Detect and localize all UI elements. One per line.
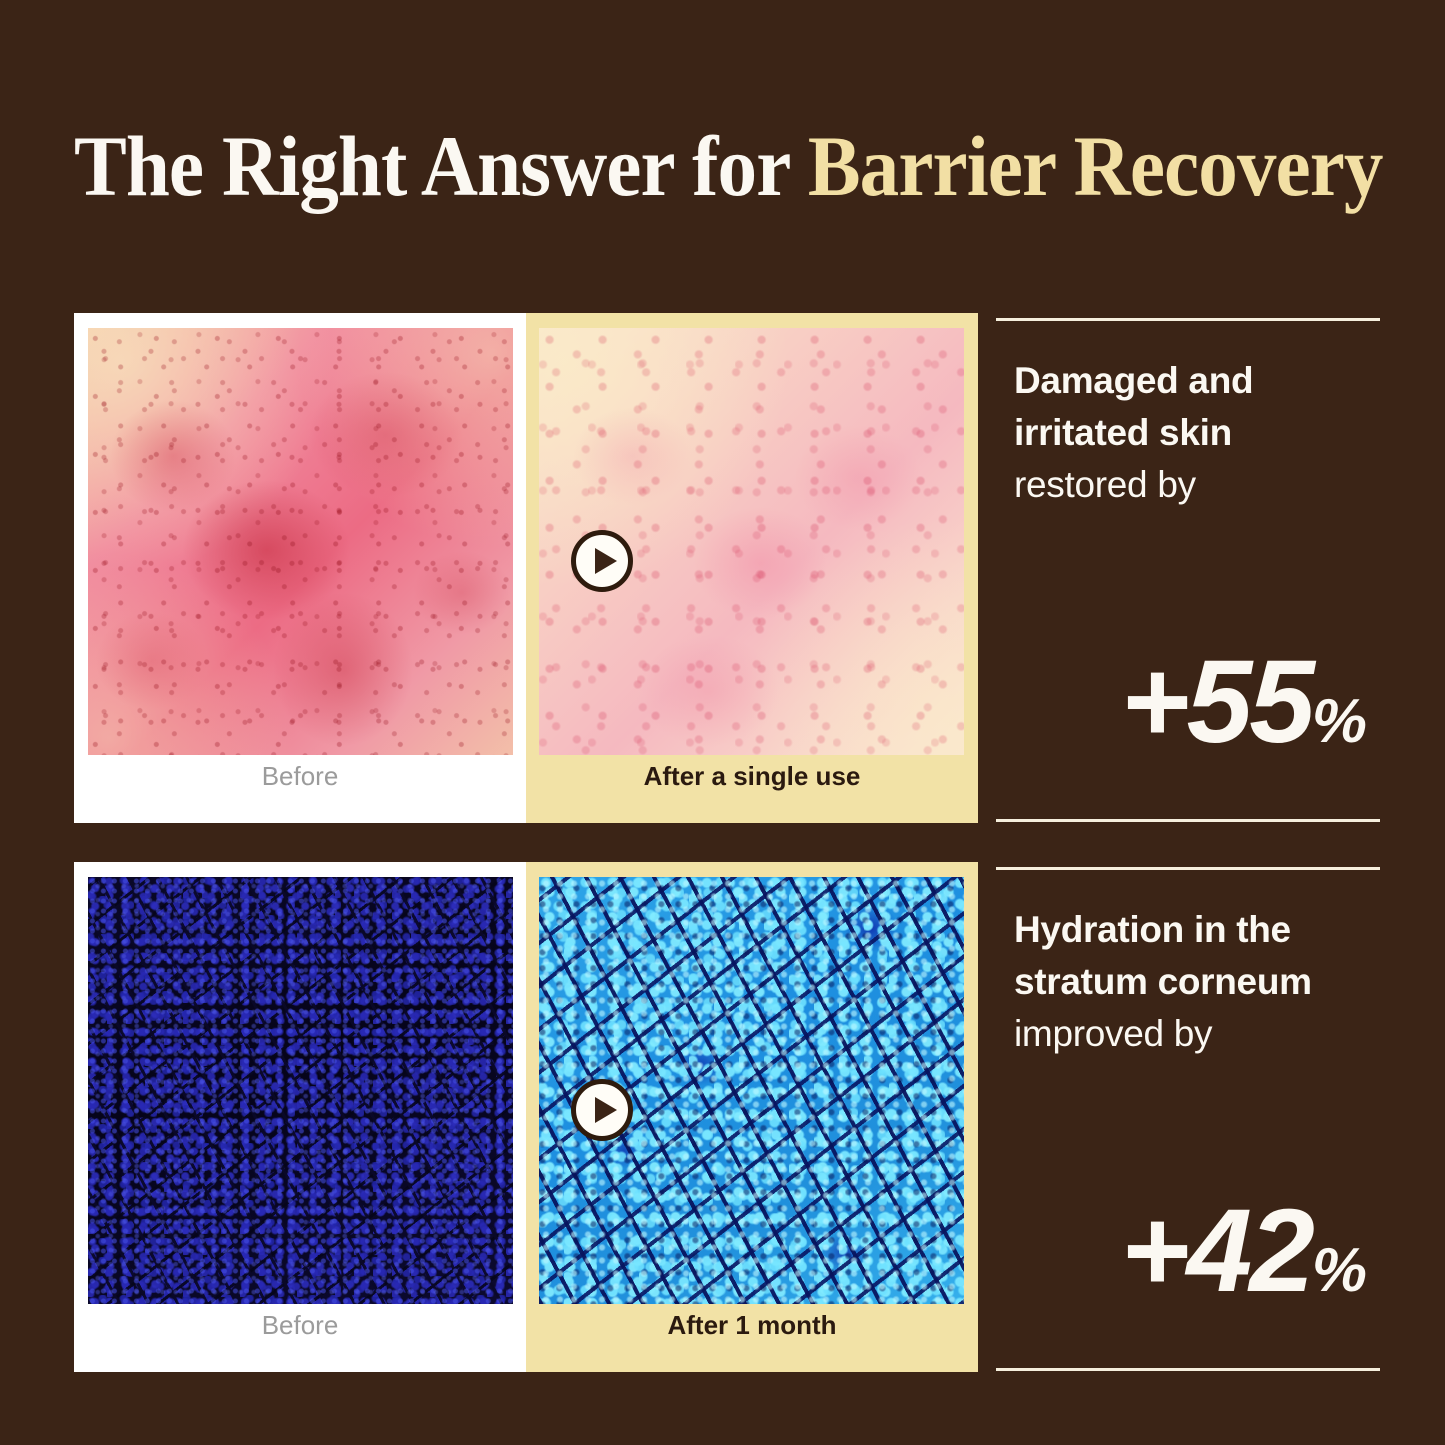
play-icon[interactable] bbox=[571, 530, 633, 592]
hydration-texture-dry bbox=[88, 877, 513, 1304]
before-caption: Before bbox=[261, 761, 339, 791]
stat-heading-bold: Damaged and irritated skin bbox=[1014, 360, 1254, 453]
divider-bottom bbox=[996, 1368, 1380, 1371]
play-triangle bbox=[595, 548, 617, 574]
skin-texture-damaged bbox=[88, 328, 513, 755]
before-caption: Before bbox=[261, 1310, 339, 1340]
before-panel: Before bbox=[74, 313, 526, 823]
before-after-card: Before After 1 month bbox=[74, 862, 978, 1372]
stat-value: +42 bbox=[1120, 1185, 1315, 1317]
after-caption: After 1 month bbox=[667, 1310, 837, 1340]
before-after-card: Before After a single use bbox=[74, 313, 978, 823]
divider-bottom bbox=[996, 819, 1380, 822]
page-title: The Right Answer for Barrier Recovery bbox=[74, 118, 1383, 214]
stat-heading-regular: improved by bbox=[1014, 1013, 1213, 1054]
page-title-primary: The Right Answer for bbox=[74, 118, 808, 214]
play-triangle bbox=[595, 1097, 617, 1123]
stat-heading: Damaged and irritated skin restored by bbox=[1014, 355, 1380, 511]
play-icon[interactable] bbox=[571, 1079, 633, 1141]
before-image-dry-stratum-corneum bbox=[88, 877, 513, 1304]
divider-top bbox=[996, 318, 1380, 321]
stat-unit: % bbox=[1311, 687, 1367, 756]
stat-heading-regular: restored by bbox=[1014, 464, 1196, 505]
stat-value-container: +55% bbox=[996, 643, 1380, 761]
stat-block-hydration: Hydration in the stratum corneum improve… bbox=[996, 862, 1380, 1372]
stat-heading-bold: Hydration in the stratum corneum bbox=[1014, 909, 1312, 1002]
before-panel: Before bbox=[74, 862, 526, 1372]
stat-value: +55 bbox=[1120, 636, 1315, 768]
page-title-accent: Barrier Recovery bbox=[807, 118, 1384, 214]
after-caption: After a single use bbox=[643, 761, 861, 791]
stat-heading: Hydration in the stratum corneum improve… bbox=[1014, 904, 1380, 1060]
divider-top bbox=[996, 867, 1380, 870]
stat-block-skin-redness: Damaged and irritated skin restored by +… bbox=[996, 313, 1380, 823]
before-image-damaged-skin bbox=[88, 328, 513, 755]
stat-value-container: +42% bbox=[996, 1192, 1380, 1310]
stat-unit: % bbox=[1311, 1236, 1367, 1305]
